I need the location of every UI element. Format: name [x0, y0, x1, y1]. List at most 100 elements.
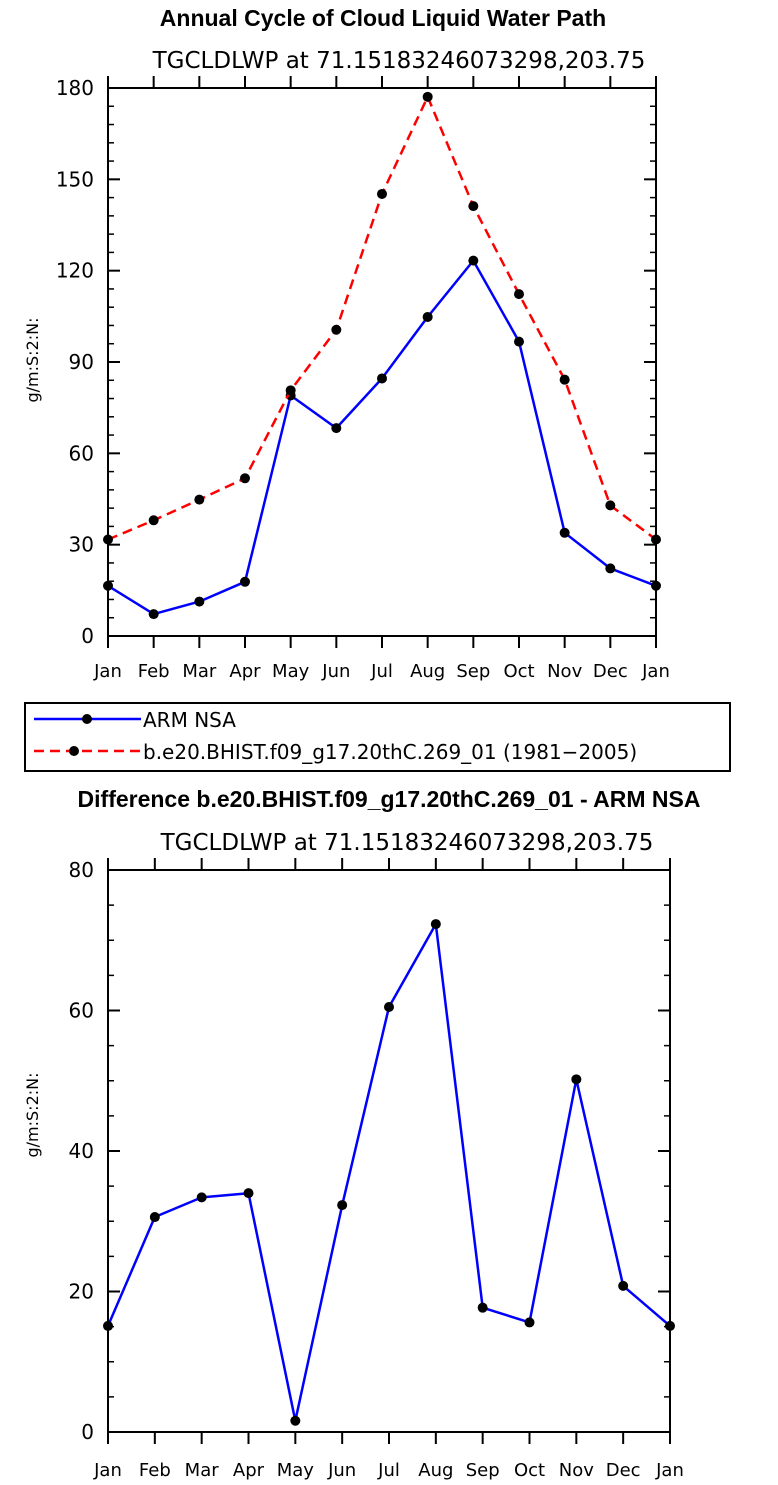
legend-label-model: b.e20.BHIST.f09_g17.20thC.269_01 (1981−2… [143, 740, 637, 764]
chart-subtitle: TGCLDLWP at 71.15183246073298,203.75 [152, 48, 646, 74]
data-point [194, 494, 205, 505]
data-point [605, 563, 616, 574]
x-tick-label: Jun [327, 1460, 356, 1481]
data-point [430, 919, 441, 930]
data-point [651, 580, 661, 591]
data-point [331, 423, 342, 434]
series-line-1 [107, 95, 657, 541]
data-point [384, 1001, 394, 1012]
plot-frame [107, 87, 657, 637]
data-point [148, 515, 159, 526]
x-tick-label: Jan [93, 661, 122, 682]
y-tick-label: 40 [69, 1139, 94, 1163]
y-tick-label: 180 [56, 76, 94, 100]
data-point [103, 1320, 113, 1331]
y-tick-label: 90 [69, 350, 94, 374]
x-tick-label: Jul [370, 661, 393, 682]
data-point [103, 534, 113, 545]
data-point [571, 1074, 582, 1085]
legend: ARM NSA b.e20.BHIST.f09_g17.20thC.269_01… [24, 702, 731, 772]
x-tick-label: Apr [229, 661, 261, 682]
data-point [103, 580, 113, 591]
y-tick-label: 60 [69, 441, 94, 465]
data-point [240, 576, 250, 587]
chart-subtitle: TGCLDLWP at 71.15183246073298,203.75 [160, 830, 654, 856]
data-point [651, 534, 661, 545]
y-tick-label: 30 [69, 533, 94, 557]
data-marks [103, 919, 675, 1426]
data-point [196, 1192, 207, 1203]
x-tick-label: Aug [418, 1460, 453, 1481]
x-tick-label: Jun [321, 661, 350, 682]
x-tick-label: Jan [655, 1460, 684, 1481]
data-point [377, 188, 387, 199]
data-point [331, 324, 342, 335]
data-point [618, 1280, 629, 1291]
plot-area: 0 30 60 90 120 150 180 Jan Feb Mar Apr May Jun Jul Aug… [56, 76, 670, 682]
difference-chart: Difference b.e20.BHIST.f09_g17.20thC.269… [23, 786, 700, 1481]
y-tick-label: 150 [56, 167, 94, 191]
data-point [243, 1188, 254, 1199]
x-tick-label: Mar [185, 1460, 220, 1481]
x-tick-label: Aug [410, 661, 445, 682]
y-axis-label: g/m:S:2:N: [23, 318, 42, 403]
chart-title: Annual Cycle of Cloud Liquid Water Path [160, 5, 606, 31]
series-line-0 [106, 922, 671, 1423]
plot-area: 0 20 40 60 80 Jan Feb Mar Apr May Jun Jul Aug Sep Oct N… [69, 858, 684, 1481]
x-tick-label: Nov [559, 1460, 594, 1481]
data-point [514, 336, 524, 347]
series-line-0 [107, 259, 657, 616]
x-tick-label: Jan [641, 661, 670, 682]
data-point [290, 1415, 301, 1426]
legend-entry-arm-nsa: ARM NSA [34, 708, 236, 732]
y-tick-label: 60 [69, 999, 94, 1023]
data-point [337, 1200, 348, 1211]
data-point [285, 385, 296, 396]
chart-title: Difference b.e20.BHIST.f09_g17.20thC.269… [78, 786, 701, 812]
x-tick-label: May [277, 1460, 315, 1481]
legend-label-arm-nsa: ARM NSA [143, 708, 236, 732]
data-point [477, 1302, 488, 1313]
data-point [605, 500, 616, 511]
legend-box [24, 702, 731, 772]
data-point [524, 1317, 535, 1328]
x-tick-label: Sep [456, 661, 490, 682]
data-point [149, 1212, 160, 1223]
data-point [240, 473, 250, 484]
x-tick-label: Feb [138, 661, 170, 682]
x-tick-label: Oct [514, 1460, 545, 1481]
y-tick-label: 120 [56, 259, 94, 283]
x-tick-label: Jan [93, 1460, 122, 1481]
y-axis-label: g/m:S:2:N: [23, 1073, 42, 1158]
annual-cycle-chart: Annual Cycle of Cloud Liquid Water Path … [23, 5, 670, 682]
data-point [559, 374, 570, 385]
y-tick-label: 0 [81, 1420, 94, 1444]
legend-entry-model: b.e20.BHIST.f09_g17.20thC.269_01 (1981−2… [34, 740, 637, 764]
y-tick-label: 20 [69, 1280, 94, 1304]
x-tick-label: Oct [503, 661, 534, 682]
y-tick-label: 0 [81, 624, 94, 648]
x-tick-label: Nov [547, 661, 582, 682]
x-tick-label: Sep [466, 1460, 500, 1481]
x-tick-label: Jul [377, 1460, 400, 1481]
data-marks [103, 91, 661, 620]
data-point [559, 527, 570, 538]
data-point [665, 1320, 675, 1331]
data-point [468, 255, 479, 266]
data-point [194, 596, 205, 607]
plot-frame [107, 869, 671, 1433]
y-tick-label: 80 [69, 858, 94, 882]
x-tick-label: Dec [593, 661, 628, 682]
legend-marker-model [69, 746, 79, 756]
x-tick-label: Dec [606, 1460, 641, 1481]
x-tick-label: May [272, 661, 310, 682]
data-point [422, 311, 433, 322]
legend-marker-arm-nsa [82, 714, 92, 724]
data-point [148, 609, 159, 620]
data-point [468, 201, 479, 212]
data-point [377, 373, 387, 384]
x-tick-label: Feb [139, 1460, 171, 1481]
x-tick-label: Mar [182, 661, 217, 682]
data-point [422, 91, 433, 102]
